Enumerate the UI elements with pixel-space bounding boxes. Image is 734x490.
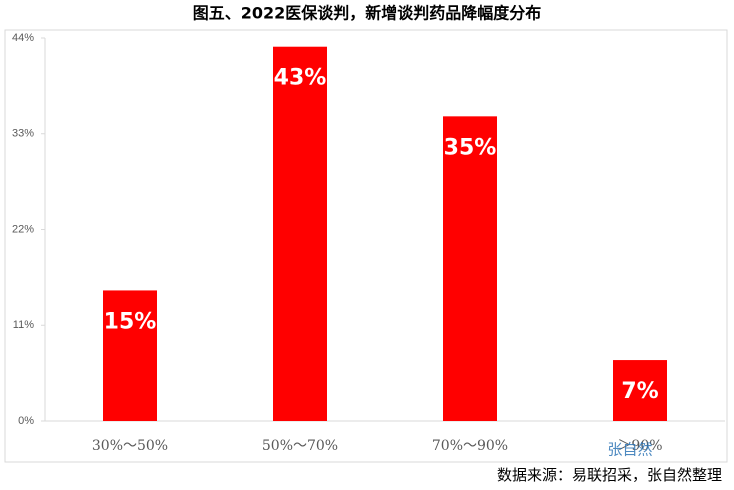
source-note: 数据来源：易联招采，张自然整理 [497, 466, 722, 484]
bar [273, 46, 327, 422]
y-tick-label: 0% [18, 415, 34, 427]
value-label: 7% [621, 379, 658, 404]
y-tick-label: 22% [12, 223, 34, 235]
y-tick-label: 11% [13, 319, 34, 331]
bar [443, 116, 497, 421]
x-tick-label: ＞90% [617, 438, 662, 454]
y-tick-label: 33% [12, 128, 34, 140]
x-tick-label: 30%～50% [92, 438, 168, 454]
x-tick-label: 50%～70% [262, 438, 338, 454]
y-tick-label: 44% [12, 32, 34, 44]
bar [613, 360, 667, 421]
value-label: 43% [274, 66, 327, 91]
bar [103, 290, 157, 421]
x-tick-label: 70%～90% [432, 438, 508, 454]
chart-title: 图五、2022医保谈判，新增谈判药品降幅度分布 [193, 4, 542, 23]
chart-frame [4, 29, 728, 463]
watermark: 张自然 [607, 441, 652, 459]
value-label: 15% [104, 309, 157, 334]
value-label: 35% [444, 135, 497, 160]
